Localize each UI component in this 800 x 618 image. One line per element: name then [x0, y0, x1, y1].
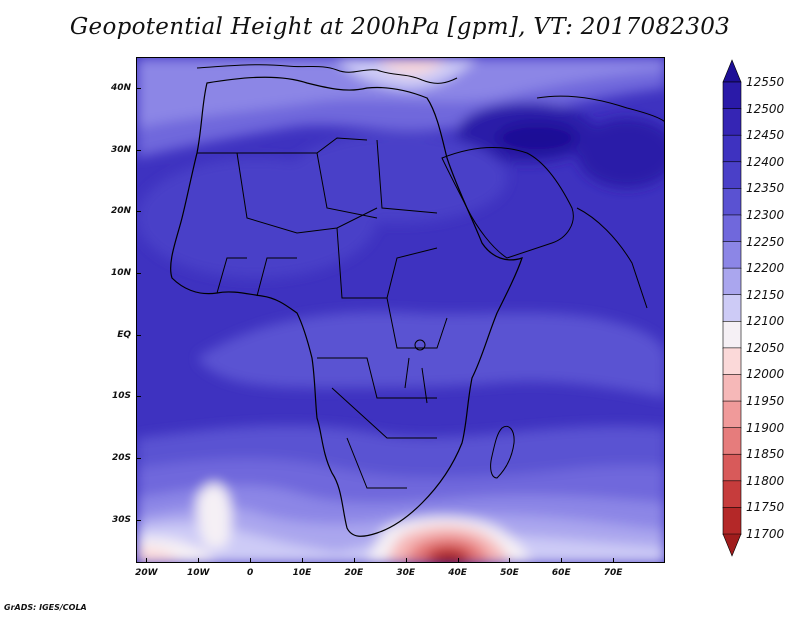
colorbar-level-label: 11750	[746, 500, 785, 515]
colorbar-swatch	[722, 188, 742, 216]
colorbar-swatch	[722, 480, 742, 509]
colorbar-swatch	[722, 347, 742, 376]
y-tick-mark	[136, 458, 141, 460]
colorbar-swatch	[722, 374, 742, 402]
y-tick-label: 10S	[111, 391, 131, 402]
colorbar-swatch	[722, 400, 742, 429]
x-tick-label: 50E	[500, 568, 519, 578]
colorbar-level-label: 11800	[746, 473, 785, 488]
colorbar-level-label: 12250	[746, 234, 785, 249]
y-tick-mark	[136, 519, 141, 521]
colorbar-swatch	[722, 108, 742, 136]
colorbar-swatch	[722, 533, 742, 557]
colorbar-swatch	[722, 294, 742, 323]
x-tick-label: 40E	[448, 568, 467, 578]
x-tick-mark	[301, 558, 303, 563]
colorbar-swatch	[722, 267, 742, 296]
x-tick-mark	[509, 558, 511, 563]
x-tick-mark	[198, 558, 200, 563]
y-tick-mark	[136, 272, 141, 274]
colorbar-swatches	[722, 59, 742, 557]
map-canvas	[137, 58, 664, 562]
coastlines	[170, 64, 664, 537]
y-tick-mark	[136, 396, 141, 398]
colorbar-level-label: 11950	[746, 394, 785, 409]
y-tick-mark	[136, 211, 141, 213]
colorbar-swatch	[722, 241, 742, 269]
y-tick-mark	[136, 149, 141, 151]
colorbar-level-label: 12550	[746, 75, 785, 89]
x-tick-mark	[353, 558, 355, 563]
y-tick-label: 30N	[110, 144, 131, 155]
colorbar-level-label: 12350	[746, 181, 785, 196]
x-tick-mark	[561, 558, 563, 563]
x-tick-label: 10E	[292, 568, 312, 578]
geopotential-height-map	[136, 57, 665, 563]
colorbar-level-label: 12200	[746, 261, 785, 276]
colorbar-level-label: 11700	[746, 527, 785, 541]
y-tick-label: 10N	[110, 267, 131, 278]
colorbar-swatch	[722, 214, 742, 243]
colorbar-swatch	[722, 161, 742, 190]
colorbar-swatch	[722, 320, 742, 349]
x-tick-label: 20W	[135, 568, 158, 578]
colorbar-level-label: 12050	[746, 340, 785, 355]
map-title: Geopotential Height at 200hPa [gpm], VT:…	[69, 14, 731, 40]
colorbar-level-label: 12100	[746, 314, 785, 329]
colorbar	[722, 59, 742, 557]
colorbar-level-label: 12450	[746, 128, 785, 143]
colorbar-swatch	[722, 81, 742, 110]
x-tick-mark	[613, 558, 615, 563]
colorbar-swatch	[722, 453, 742, 482]
y-tick-label: 20N	[110, 206, 131, 217]
colorbar-level-label: 11900	[746, 420, 785, 435]
y-tick-label: 30S	[111, 514, 131, 525]
y-tick-mark	[136, 334, 141, 336]
x-tick-mark	[405, 558, 407, 563]
x-tick-label: 70E	[603, 568, 623, 578]
y-tick-label: EQ	[117, 329, 131, 340]
colorbar-level-label: 11850	[746, 447, 785, 462]
y-tick-label: 40N	[110, 82, 131, 93]
x-tick-mark	[146, 558, 148, 563]
colorbar-swatch	[722, 507, 742, 535]
y-tick-label: 20S	[111, 453, 131, 464]
x-tick-label: 30E	[396, 568, 416, 578]
colorbar-level-label: 12500	[746, 101, 785, 116]
x-tick-label: 20E	[344, 568, 364, 578]
colorbar-level-label: 12400	[746, 154, 785, 169]
x-tick-label: 60E	[551, 568, 571, 578]
x-tick-mark	[250, 558, 252, 563]
x-tick-label: 10W	[187, 568, 210, 578]
colorbar-swatch	[722, 134, 742, 163]
colorbar-level-label: 12000	[746, 367, 785, 382]
height-field-shading	[137, 58, 664, 562]
x-tick-mark	[457, 558, 459, 563]
colorbar-level-label: 12150	[746, 287, 785, 302]
colorbar-swatch	[722, 427, 742, 456]
grads-credit: GrADS: IGES/COLA	[4, 603, 87, 612]
colorbar-swatch	[722, 59, 742, 83]
colorbar-level-label: 12300	[746, 207, 785, 222]
y-tick-mark	[136, 87, 141, 89]
x-tick-label: 0	[246, 568, 254, 578]
